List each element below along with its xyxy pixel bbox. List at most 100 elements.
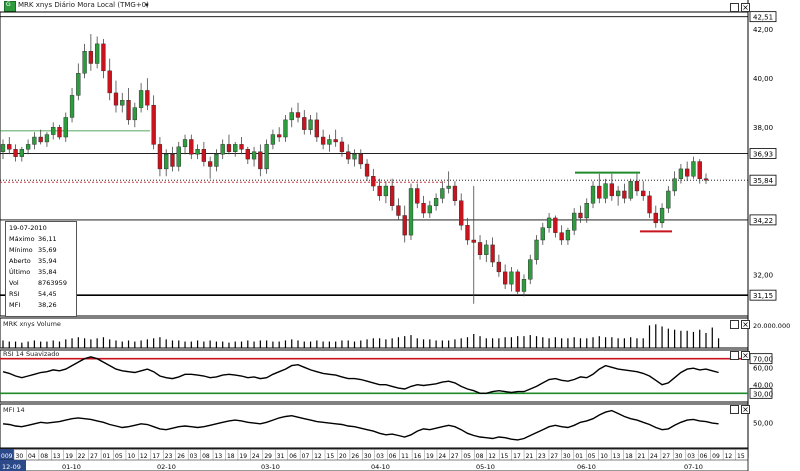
- candle-up: [666, 190, 671, 209]
- candle-down: [333, 139, 338, 143]
- volume-bar: [353, 341, 356, 348]
- volume-bar: [33, 340, 35, 348]
- volume-bar: [385, 339, 387, 348]
- mfi-close-button[interactable]: ×: [741, 405, 750, 414]
- volume-bar: [717, 338, 720, 348]
- price-level-label-box: [749, 148, 777, 159]
- date-axis-month-label: 07-10: [684, 463, 703, 471]
- volume-bar: [510, 337, 513, 348]
- candle-down: [207, 161, 213, 167]
- volume-bar: [178, 340, 180, 348]
- volume-panel-label: MRK xnys Volume: [3, 320, 61, 328]
- volume-bar: [27, 341, 29, 348]
- info-row: MFI 38,26: [9, 301, 75, 312]
- info-row: Máximo 36,11: [9, 235, 75, 246]
- info-row: Mínimo 35,69: [9, 246, 75, 257]
- rsi-axis-tick-label: 70,00: [753, 356, 773, 364]
- mfi-panel-label: MFI 14: [3, 406, 25, 414]
- candle-down: [258, 151, 263, 170]
- candle-up: [69, 95, 75, 118]
- volume-bar: [642, 338, 644, 348]
- date-axis-day-label: 08: [40, 453, 48, 460]
- date-axis-month-label: 05-10: [476, 463, 495, 471]
- volume-bar: [278, 341, 280, 348]
- volume-bar: [109, 339, 111, 348]
- volume-bar: [240, 341, 243, 348]
- volume-bar: [247, 340, 249, 348]
- close-button[interactable]: ×: [741, 3, 750, 12]
- volume-bar: [209, 340, 211, 348]
- candle-down: [371, 176, 376, 187]
- volume-bar: [146, 339, 148, 348]
- date-axis-day-label: 30: [364, 453, 372, 460]
- volume-close-button[interactable]: ×: [741, 320, 750, 329]
- date-axis-day-label: 05: [463, 453, 471, 460]
- info-value: 35,94: [38, 257, 57, 265]
- date-axis-highlight-label: 009: [1, 453, 13, 460]
- rsi-axis-tick-label: 40,00: [753, 382, 773, 390]
- date-axis-day-label: 12: [725, 453, 733, 460]
- maximize-button[interactable]: [730, 3, 739, 12]
- volume-bar: [347, 340, 349, 348]
- candle-down: [201, 149, 207, 162]
- app-logo-glyph: G: [6, 1, 11, 8]
- candle-up: [327, 139, 332, 145]
- volume-bar: [134, 341, 136, 348]
- volume-bar: [554, 337, 556, 348]
- date-axis-day-label: 03: [687, 453, 695, 460]
- mfi-maximize-button[interactable]: [730, 405, 739, 414]
- rsi-maximize-button[interactable]: [730, 351, 739, 360]
- price-axis-tick-label: 42,00: [753, 26, 773, 34]
- volume-bar: [573, 337, 575, 348]
- volume-bar: [548, 338, 550, 348]
- price-axis-tick-label: 31,15: [753, 292, 773, 300]
- candle-up: [25, 144, 31, 150]
- candle-up: [352, 153, 357, 160]
- volume-bar: [579, 338, 582, 348]
- volume-bar: [542, 337, 544, 348]
- info-key: Máximo: [9, 235, 35, 243]
- candle-down: [302, 117, 307, 130]
- candle-up: [528, 259, 533, 280]
- candle-up: [95, 43, 100, 64]
- chart-title: MRK xnys Diário Mora Local (TMG+0): [18, 1, 149, 9]
- candle-down: [88, 51, 94, 64]
- candle-up: [195, 149, 200, 155]
- mfi-panel-frame: [0, 403, 749, 449]
- candle-up: [308, 119, 313, 130]
- date-axis-day-label: 19: [65, 453, 73, 460]
- candle-down: [101, 43, 106, 72]
- volume-bar: [586, 338, 588, 348]
- volume-bar: [196, 340, 199, 348]
- date-axis-day-label: 18: [625, 453, 633, 460]
- candle-down: [239, 144, 244, 150]
- date-axis-day-label: 06: [289, 453, 297, 460]
- volume-bar: [341, 340, 343, 348]
- candle-down: [113, 92, 119, 106]
- volume-maximize-button[interactable]: [730, 320, 739, 329]
- candle-up: [176, 146, 181, 167]
- volume-bar: [592, 337, 594, 348]
- candle-up: [251, 151, 257, 160]
- candle-down: [358, 153, 363, 165]
- price-axis-tick-label: 32,00: [753, 271, 773, 279]
- title-dropdown-icon[interactable]: ▾: [145, 1, 149, 9]
- rsi-close-button[interactable]: ×: [741, 351, 750, 360]
- volume-bar: [435, 340, 437, 348]
- info-value: 36,11: [38, 235, 57, 243]
- info-value: 35,69: [38, 246, 57, 254]
- volume-bar: [121, 341, 123, 348]
- date-axis-month-label: 04-10: [371, 463, 390, 471]
- volume-bar: [611, 337, 613, 348]
- price-panel-frame: [0, 11, 749, 317]
- volume-bar: [171, 340, 174, 348]
- volume-bar: [655, 324, 657, 348]
- volume-bar: [272, 341, 274, 348]
- candle-down: [151, 104, 156, 145]
- candle-down: [703, 178, 709, 181]
- volume-bar: [711, 327, 713, 348]
- volume-bar: [692, 331, 695, 348]
- volume-bar: [366, 339, 368, 348]
- date-axis-year-cell: [0, 460, 26, 471]
- info-row: RSI 54,45: [9, 290, 75, 301]
